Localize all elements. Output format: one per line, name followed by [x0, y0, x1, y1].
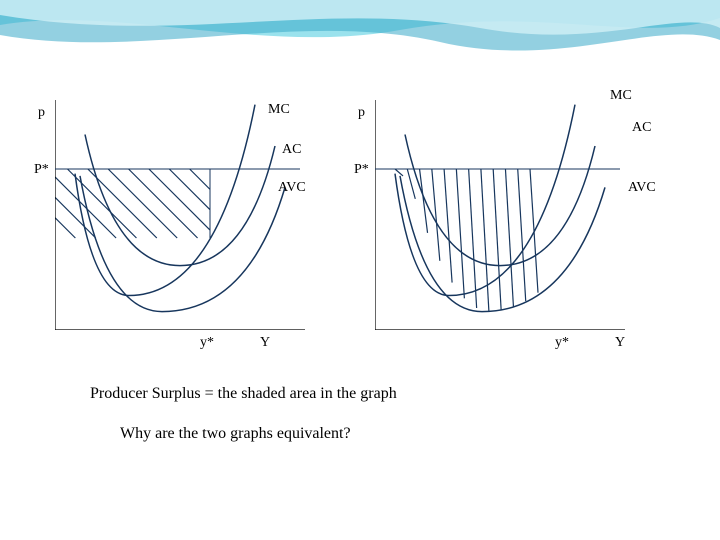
caption-line-2: Why are the two graphs equivalent?	[120, 425, 351, 443]
caption-line-1: Producer Surplus = the shaded area in th…	[90, 385, 397, 403]
right-label-mc: MC	[610, 88, 632, 104]
left-label-ac: AC	[282, 142, 301, 158]
right-chart	[375, 100, 625, 330]
right-label-pstar: P*	[354, 162, 369, 178]
left-chart-svg	[55, 100, 305, 330]
left-label-avc: AVC	[278, 180, 306, 196]
left-label-Y: Y	[260, 335, 270, 351]
left-chart	[55, 100, 305, 330]
left-label-ystar: y*	[200, 335, 214, 351]
right-label-Y: Y	[615, 335, 625, 351]
left-label-mc: MC	[268, 102, 290, 118]
right-chart-svg	[375, 100, 625, 330]
left-label-pstar: P*	[34, 162, 49, 178]
decorative-wave	[0, 0, 720, 80]
right-label-p: p	[358, 105, 365, 121]
right-label-avc: AVC	[628, 180, 656, 196]
left-label-p: p	[38, 105, 45, 121]
right-label-ystar: y*	[555, 335, 569, 351]
right-label-ac: AC	[632, 120, 651, 136]
